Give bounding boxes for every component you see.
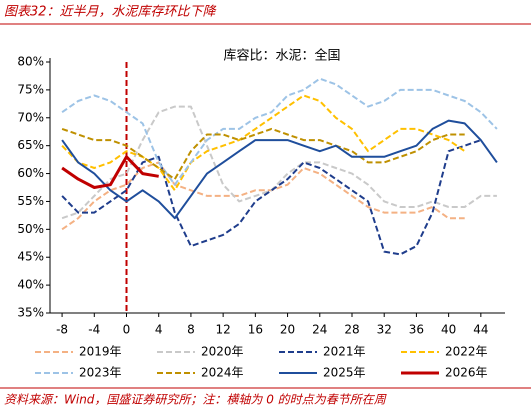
x-tick-label: 4 bbox=[155, 323, 163, 337]
series-line bbox=[61, 127, 465, 181]
legend-label: 2024年 bbox=[201, 366, 244, 380]
y-tick-label: 45% bbox=[17, 250, 44, 264]
x-tick-label: 32 bbox=[377, 323, 392, 337]
y-tick-label: 40% bbox=[17, 278, 44, 292]
x-tick-label: 16 bbox=[248, 323, 263, 337]
legend-label: 2019年 bbox=[79, 345, 122, 359]
x-tick-label: 44 bbox=[473, 323, 488, 337]
legend-label: 2020年 bbox=[201, 345, 244, 359]
x-tick-label: -4 bbox=[88, 323, 100, 337]
y-tick-label: 80% bbox=[17, 55, 44, 69]
y-tick-label: 55% bbox=[17, 194, 44, 208]
legend-label: 2025年 bbox=[323, 366, 366, 380]
x-tick-label: 28 bbox=[344, 323, 359, 337]
x-tick-label: 36 bbox=[409, 323, 424, 337]
series-line bbox=[61, 77, 498, 186]
y-tick-label: 75% bbox=[17, 82, 44, 96]
page-title: 图表32：近半月，水泥库存环比下降 bbox=[4, 5, 218, 20]
y-tick-label: 65% bbox=[17, 138, 44, 152]
series-line bbox=[61, 155, 159, 189]
x-tick-label: 20 bbox=[280, 323, 295, 337]
x-tick-label: 0 bbox=[123, 323, 131, 337]
x-tick-label: 24 bbox=[312, 323, 327, 337]
x-tick-label: -8 bbox=[56, 323, 68, 337]
legend-label: 2023年 bbox=[79, 366, 122, 380]
y-tick-label: 60% bbox=[17, 166, 44, 180]
series-line bbox=[61, 94, 466, 192]
series-line bbox=[61, 119, 498, 220]
x-tick-label: 40 bbox=[441, 323, 456, 337]
legend-label: 2026年 bbox=[445, 366, 488, 380]
x-tick-label: 12 bbox=[216, 323, 231, 337]
legend-label: 2021年 bbox=[323, 345, 366, 359]
chart-title: 库容比：水泥：全国 bbox=[223, 48, 340, 64]
legend-label: 2022年 bbox=[445, 345, 488, 359]
y-tick-label: 50% bbox=[17, 222, 44, 236]
x-tick-label: 8 bbox=[187, 323, 195, 337]
series-line bbox=[61, 105, 497, 220]
footer: 资料来源：Wind，国盛证券研究所；注：横轴为 0 的时点为春节所在周 bbox=[4, 393, 387, 407]
y-tick-label: 35% bbox=[17, 306, 44, 320]
series-line bbox=[61, 161, 465, 231]
series-line bbox=[61, 139, 482, 256]
y-tick-label: 70% bbox=[17, 110, 44, 124]
